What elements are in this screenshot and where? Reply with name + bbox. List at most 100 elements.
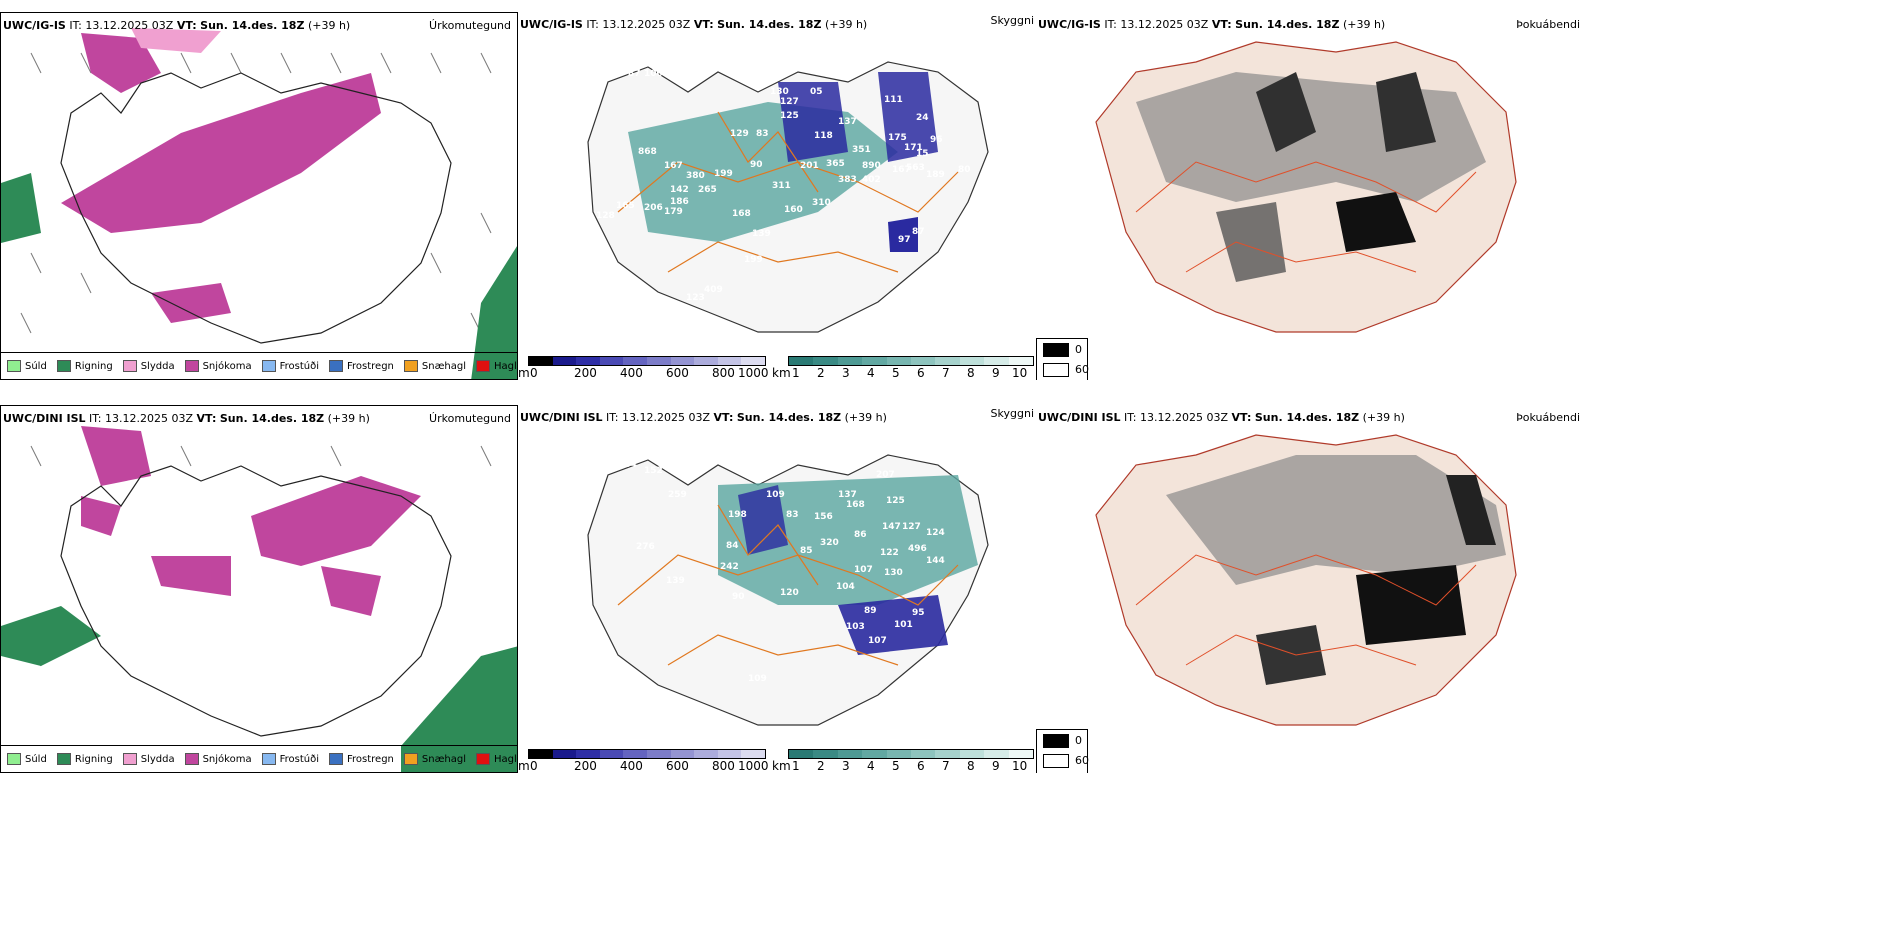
- map-value-label: 124: [926, 528, 945, 538]
- cloud-base-panel-1: 203 87 100 130 05 111 127 129 83 125 118…: [518, 12, 1036, 380]
- map-value-label: 142: [670, 185, 689, 195]
- map-value-label: 100: [644, 69, 663, 79]
- panel-title-cloud-base: Skyggni: [990, 407, 1034, 420]
- map-value-label: 175: [888, 133, 907, 143]
- swatch-icon: [1043, 363, 1069, 377]
- map-value-label: 310: [812, 198, 831, 208]
- cloud-base-map-1: 203 87 100 130 05 111 127 129 83 125 118…: [587, 57, 989, 333]
- swatch-icon: [261, 360, 276, 372]
- map-value-label: 90: [750, 160, 763, 170]
- map-value-label: 167: [892, 165, 911, 175]
- map-value-label: 107: [854, 565, 873, 575]
- fog-scale-1: 0 60: [1036, 338, 1089, 380]
- panel-title-fog: Þokuábendi: [1516, 411, 1580, 424]
- map-value-label: 160: [784, 205, 803, 215]
- swatch-icon: [7, 360, 21, 372]
- map-value-label: 123: [686, 293, 705, 303]
- legend-item: Frostúði: [261, 753, 319, 765]
- tick-label: 600: [666, 366, 689, 380]
- legend-item: Haglél: [476, 753, 517, 765]
- map-value-label: 125: [886, 496, 905, 506]
- panel-header: UWC/DINI ISL IT: 13.12.2025 03Z VT: Sun.…: [3, 412, 370, 425]
- panel-title-cloud-base: Skyggni: [990, 14, 1034, 27]
- tick-label: 200: [574, 366, 597, 380]
- fog-map-1: [1095, 41, 1517, 333]
- tick-label: 2: [817, 759, 825, 773]
- fog-scale-label: 0: [1075, 343, 1082, 356]
- height-colorbar-strip: [528, 749, 766, 759]
- map-value-label: 156: [814, 512, 833, 522]
- cloud-base-map-2: 164 152 259 109 207 137 168 125 198 83 1…: [587, 454, 989, 726]
- legend-item: Rigning: [56, 753, 113, 765]
- map-value-label: 868: [638, 147, 657, 157]
- tick-label: 9: [992, 366, 1000, 380]
- tick-label: 1: [792, 759, 800, 773]
- swatch-icon: [1043, 754, 1069, 768]
- map-value-label: 179: [664, 207, 683, 217]
- map-value-label: 320: [820, 538, 839, 548]
- map-value-label: 128: [596, 211, 615, 221]
- map-value-label: 311: [772, 181, 791, 191]
- tick-label: 1000: [738, 759, 769, 773]
- legend-item: Frostregn: [329, 360, 394, 372]
- height-colorbar-2: m 0 200 400 600 800 1000: [518, 749, 769, 773]
- swatch-icon: [122, 360, 137, 372]
- tick-label: 4: [867, 366, 875, 380]
- map-value-label: 563: [906, 163, 925, 173]
- swatch-icon: [403, 360, 418, 372]
- height-colorbar-strip: [528, 356, 766, 366]
- legend-item: Súld: [7, 360, 47, 372]
- map-value-label: 118: [814, 131, 833, 141]
- map-value-label: 242: [720, 562, 739, 572]
- map-value-label: 86: [854, 530, 867, 540]
- swatch-icon: [184, 753, 199, 765]
- tick-label: 10: [1012, 366, 1028, 380]
- map-value-label: 409: [704, 285, 723, 295]
- tick-label: 800: [712, 759, 735, 773]
- map-value-label: 383: [838, 175, 857, 185]
- map-value-label: 80: [958, 165, 971, 175]
- panel-header: UWC/IG-IS IT: 13.12.2025 03Z VT: Sun. 14…: [3, 19, 351, 32]
- map-value-label: 127: [780, 97, 799, 107]
- swatch-icon: [476, 753, 491, 765]
- map-value-label: 165: [616, 201, 635, 211]
- map-value-label: 103: [846, 622, 865, 632]
- tick-label: 400: [620, 366, 643, 380]
- map-value-label: 111: [884, 95, 903, 105]
- swatch-icon: [122, 753, 137, 765]
- map-value-label: 402: [862, 175, 881, 185]
- map-value-label: 109: [748, 674, 767, 684]
- legend-item: Súld: [7, 753, 47, 765]
- map-value-label: 127: [902, 522, 921, 532]
- tick-label: 10: [1012, 759, 1028, 773]
- map-value-label: 201: [800, 161, 819, 171]
- precip-type-panel-2: UWC/DINI ISL IT: 13.12.2025 03Z VT: Sun.…: [0, 405, 518, 773]
- swatch-icon: [56, 753, 71, 765]
- map-value-label: 87: [628, 69, 641, 79]
- swatch-icon: [56, 360, 71, 372]
- map-value-label: 84: [726, 541, 739, 551]
- map-value-label: 171: [904, 143, 923, 153]
- tick-label: 3: [842, 366, 850, 380]
- swatch-icon: [7, 753, 21, 765]
- tick-label: 8: [967, 366, 975, 380]
- map-value-label: 87: [912, 227, 925, 237]
- tick-label: 7: [942, 759, 950, 773]
- legend-item: Slydda: [122, 753, 175, 765]
- map-value-label: 380: [686, 171, 705, 181]
- map-value-label: 496: [908, 544, 927, 554]
- tick-label: 2: [817, 366, 825, 380]
- legend-item: Snæhagl: [403, 360, 466, 372]
- map-value-label: 259: [668, 490, 687, 500]
- swatch-icon: [1043, 734, 1069, 748]
- panel-header: UWC/DINI ISL IT: 13.12.2025 03Z VT: Sun.…: [520, 411, 887, 424]
- swatch-icon: [1043, 343, 1069, 357]
- map-value-label: 206: [644, 203, 663, 213]
- fog-panel-2: UWC/DINI ISL IT: 13.12.2025 03Z VT: Sun.…: [1036, 405, 1900, 773]
- tick-label: 1000: [738, 366, 769, 380]
- map-value-label: 152: [644, 466, 663, 476]
- panel-title-fog: Þokuábendi: [1516, 18, 1580, 31]
- map-value-label: 139: [752, 229, 771, 239]
- tick-label: 5: [892, 759, 900, 773]
- swatch-icon: [329, 360, 343, 372]
